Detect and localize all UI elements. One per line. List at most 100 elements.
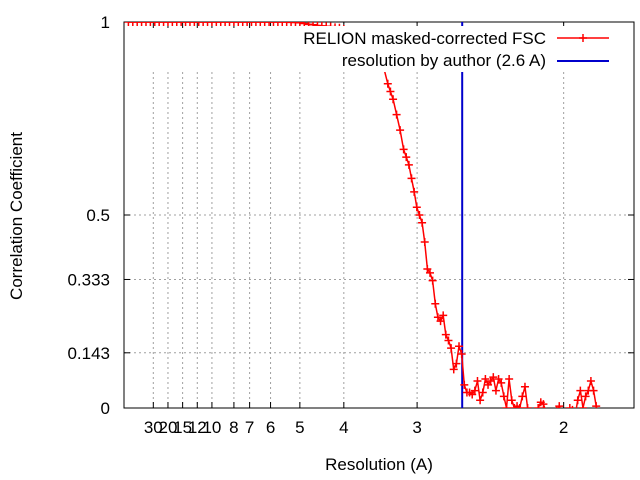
fsc-point-marker <box>545 410 553 418</box>
fsc-point-marker <box>128 22 137 26</box>
fsc-point-marker <box>159 22 168 26</box>
fsc-point-marker <box>449 365 458 374</box>
fsc-point-marker <box>251 22 260 26</box>
x-tick-label: 20 <box>159 418 178 437</box>
x-tick-label: 8 <box>229 418 238 437</box>
fsc-point-marker <box>444 336 453 345</box>
fsc-point-marker <box>565 404 574 408</box>
fsc-point-marker <box>225 22 234 26</box>
fsc-point-marker <box>412 203 421 212</box>
fsc-point-marker <box>269 22 278 26</box>
fsc-point-marker <box>518 392 527 401</box>
x-tick-label: 10 <box>202 418 221 437</box>
fsc-point-marker <box>436 317 445 326</box>
fsc-point-marker <box>455 342 464 351</box>
fsc-point-marker <box>399 145 408 154</box>
fsc-point-marker <box>386 87 395 96</box>
fsc-point-marker <box>470 386 479 395</box>
fsc-point-marker <box>295 22 304 27</box>
fsc-point-marker <box>507 396 516 405</box>
x-tick-label: 5 <box>295 418 304 437</box>
fsc-point-marker <box>415 211 424 219</box>
y-tick-label: 0.5 <box>86 206 110 225</box>
fsc-point-marker <box>529 407 531 408</box>
fsc-point-marker <box>555 405 558 408</box>
fsc-point-marker <box>396 126 405 135</box>
fsc-point-marker <box>124 22 133 26</box>
fsc-point-marker <box>597 416 605 424</box>
fsc-point-marker <box>439 311 448 320</box>
fsc-point-marker <box>441 330 450 339</box>
fsc-point-marker <box>273 22 282 26</box>
fsc-point-marker <box>452 359 461 368</box>
x-tick-label: 12 <box>188 418 207 437</box>
fsc-point-marker <box>404 160 413 169</box>
fsc-point-marker <box>221 22 230 26</box>
fsc-point-marker <box>555 402 564 408</box>
fsc-point-marker <box>172 22 181 26</box>
x-axis-label: Resolution (A) <box>325 455 433 474</box>
fsc-curve <box>128 22 598 408</box>
fsc-point-marker <box>481 375 490 384</box>
fsc-point-marker <box>243 22 252 26</box>
fsc-point-marker <box>407 174 416 183</box>
fsc-point-marker <box>534 407 537 408</box>
series-layer <box>124 22 605 424</box>
fsc-point-marker <box>146 22 155 26</box>
fsc-point-marker <box>534 404 543 408</box>
fsc-point-marker <box>260 22 269 26</box>
y-tick-label: 0.143 <box>67 344 110 363</box>
x-tick-label: 3 <box>412 418 421 437</box>
fsc-point-marker <box>589 386 598 395</box>
fsc-point-marker <box>550 412 558 420</box>
fsc-point-marker <box>229 22 238 26</box>
fsc-point-marker <box>256 22 265 26</box>
fsc-point-marker <box>499 392 508 401</box>
fsc-point-marker <box>199 22 208 26</box>
fsc-point-marker <box>418 218 427 227</box>
fsc-point-marker <box>177 22 186 26</box>
y-axis-ticks: 0 0.143 0.333 0.5 1 <box>67 13 634 418</box>
x-tick-label: 4 <box>339 418 348 437</box>
fsc-point-marker <box>561 407 563 408</box>
fsc-point-marker <box>571 405 574 408</box>
fsc-point-marker <box>216 22 225 26</box>
fsc-point-marker <box>133 22 142 26</box>
y-tick-label: 0 <box>101 399 110 418</box>
fsc-point-marker <box>278 22 287 26</box>
fsc-point-marker <box>573 396 582 405</box>
fsc-point-marker <box>234 22 243 26</box>
y-tick-label: 0.333 <box>67 270 110 289</box>
y-tick-label: 1 <box>101 13 110 32</box>
fsc-point-marker <box>547 412 555 420</box>
fsc-point-marker <box>447 344 456 353</box>
legend: RELION masked-corrected FSC resolution b… <box>270 26 622 72</box>
fsc-point-marker <box>194 22 203 26</box>
fsc-point-marker <box>155 22 164 26</box>
y-axis-label: Correlation Coefficient <box>7 132 26 300</box>
fsc-point-marker <box>389 95 398 104</box>
fsc-point-marker <box>392 110 401 119</box>
fsc-point-marker <box>431 299 440 308</box>
fsc-point-marker <box>571 412 579 420</box>
x-tick-label: 7 <box>245 418 254 437</box>
fsc-point-marker <box>545 407 547 408</box>
fsc-point-marker <box>185 22 194 26</box>
fsc-point-marker <box>491 386 500 395</box>
fsc-point-marker <box>265 22 274 26</box>
fsc-point-marker <box>505 375 514 384</box>
fsc-point-marker <box>586 376 595 385</box>
fsc-point-marker <box>207 22 216 26</box>
fsc-point-marker <box>478 388 487 397</box>
fsc-point-marker <box>457 349 466 358</box>
fsc-point-marker <box>489 373 498 382</box>
fsc-point-marker <box>595 412 603 420</box>
fsc-point-marker <box>410 187 419 196</box>
fsc-point-marker <box>460 380 469 389</box>
x-tick-label: 15 <box>173 418 192 437</box>
fsc-point-marker <box>168 22 177 26</box>
x-tick-label: 6 <box>266 418 275 437</box>
x-tick-label: 30 <box>144 418 163 437</box>
legend-label-author-resolution: resolution by author (2.6 A) <box>342 51 546 70</box>
